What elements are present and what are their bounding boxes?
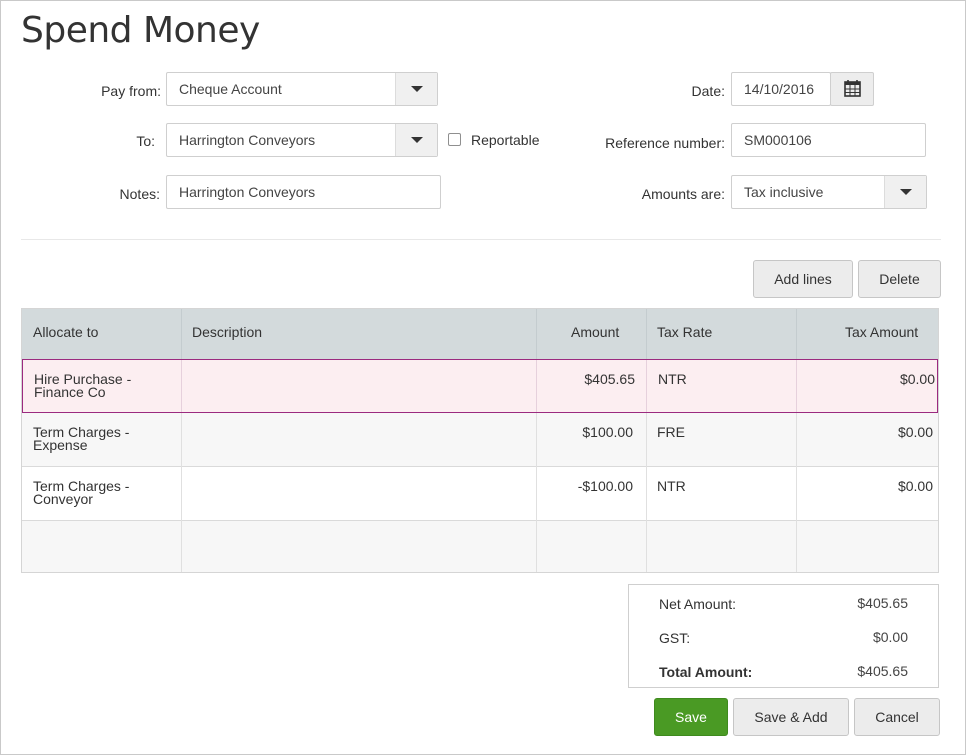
column-divider [536, 309, 537, 359]
chevron-down-icon[interactable] [884, 176, 926, 208]
column-divider [796, 413, 797, 572]
total-amount-label: Total Amount: [659, 664, 753, 680]
totals-panel: Net Amount: $405.65 GST: $0.00 Total Amo… [628, 584, 939, 688]
divider [21, 239, 941, 240]
tax-amount-cell[interactable]: $0.00 [899, 371, 935, 387]
column-divider [536, 413, 537, 572]
reference-value: SM000106 [744, 132, 812, 148]
notes-value: Harrington Conveyors [179, 184, 316, 200]
notes-label: Notes: [119, 186, 160, 202]
chevron-down-icon[interactable] [395, 124, 437, 156]
allocate-line-1: Hire Purchase - [34, 371, 132, 387]
date-value: 14/10/2016 [744, 81, 815, 97]
delete-button[interactable]: Delete [858, 260, 941, 298]
allocate-to-cell[interactable]: Term Charges - Conveyor [33, 478, 130, 507]
amounts-are-label: Amounts are: [641, 186, 725, 202]
save-and-add-button[interactable]: Save & Add [733, 698, 849, 736]
tax-amount-cell[interactable]: $0.00 [897, 424, 933, 440]
allocate-line-2: Conveyor [33, 491, 93, 507]
to-label: To: [136, 133, 155, 149]
gst-value: $0.00 [872, 629, 908, 645]
table-header: Allocate to Description Amount Tax Rate … [22, 309, 938, 359]
column-header-allocate-to[interactable]: Allocate to [33, 324, 99, 340]
allocate-line-2: Expense [33, 437, 88, 453]
calendar-button[interactable] [830, 72, 874, 106]
column-header-description[interactable]: Description [192, 324, 263, 340]
allocate-to-cell[interactable]: Hire Purchase - Finance Co [34, 371, 132, 400]
column-divider [536, 360, 537, 412]
table-row[interactable]: Term Charges - Conveyor -$100.00 NTR $0.… [22, 467, 938, 521]
column-divider [646, 360, 647, 412]
date-label: Date: [691, 83, 725, 99]
column-divider [646, 309, 647, 359]
amount-cell[interactable]: $405.65 [584, 371, 635, 387]
reportable-checkbox[interactable] [448, 133, 461, 146]
pay-from-value: Cheque Account [179, 81, 282, 97]
allocate-line-2: Finance Co [34, 384, 106, 400]
tax-rate-cell[interactable]: FRE [657, 424, 685, 440]
allocate-line-1: Term Charges - [33, 478, 130, 494]
reference-input[interactable]: SM000106 [731, 123, 926, 157]
net-amount-label: Net Amount: [659, 596, 737, 612]
column-divider [646, 413, 647, 572]
reportable-label: Reportable [471, 132, 540, 148]
pay-from-select[interactable]: Cheque Account [166, 72, 438, 106]
cancel-button[interactable]: Cancel [854, 698, 940, 736]
allocation-table: Allocate to Description Amount Tax Rate … [21, 308, 939, 573]
page-title: Spend Money [21, 10, 260, 51]
net-amount-value: $405.65 [857, 595, 908, 611]
column-divider [181, 413, 182, 572]
reference-label: Reference number: [605, 135, 725, 151]
column-divider [181, 309, 182, 359]
gst-label: GST: [659, 630, 691, 646]
to-value: Harrington Conveyors [179, 132, 316, 148]
amount-cell[interactable]: $100.00 [582, 424, 633, 440]
total-amount-value: $405.65 [857, 663, 908, 679]
column-header-amount[interactable]: Amount [571, 324, 620, 340]
add-lines-button[interactable]: Add lines [753, 260, 853, 298]
column-divider [796, 309, 797, 359]
allocate-line-1: Term Charges - [33, 424, 130, 440]
table-row[interactable]: Term Charges - Expense $100.00 FRE $0.00 [22, 413, 938, 467]
column-header-tax-rate[interactable]: Tax Rate [657, 324, 713, 340]
save-button[interactable]: Save [654, 698, 728, 736]
amount-cell[interactable]: -$100.00 [577, 478, 633, 494]
calendar-icon [844, 80, 861, 97]
column-header-tax-amount[interactable]: Tax Amount [845, 324, 919, 340]
tax-rate-cell[interactable]: NTR [657, 478, 686, 494]
pay-from-label: Pay from: [101, 83, 161, 99]
to-select[interactable]: Harrington Conveyors [166, 123, 438, 157]
table-row[interactable]: Hire Purchase - Finance Co $405.65 NTR $… [22, 359, 938, 413]
date-input[interactable]: 14/10/2016 [731, 72, 831, 106]
chevron-down-icon[interactable] [395, 73, 437, 105]
amounts-are-select[interactable]: Tax inclusive [731, 175, 927, 209]
notes-input[interactable]: Harrington Conveyors [166, 175, 441, 209]
tax-rate-cell[interactable]: NTR [658, 371, 687, 387]
tax-amount-cell[interactable]: $0.00 [897, 478, 933, 494]
empty-table-row[interactable] [22, 521, 938, 572]
amounts-are-value: Tax inclusive [744, 184, 824, 200]
allocate-to-cell[interactable]: Term Charges - Expense [33, 424, 130, 453]
column-divider [181, 360, 182, 412]
column-divider [796, 360, 797, 412]
